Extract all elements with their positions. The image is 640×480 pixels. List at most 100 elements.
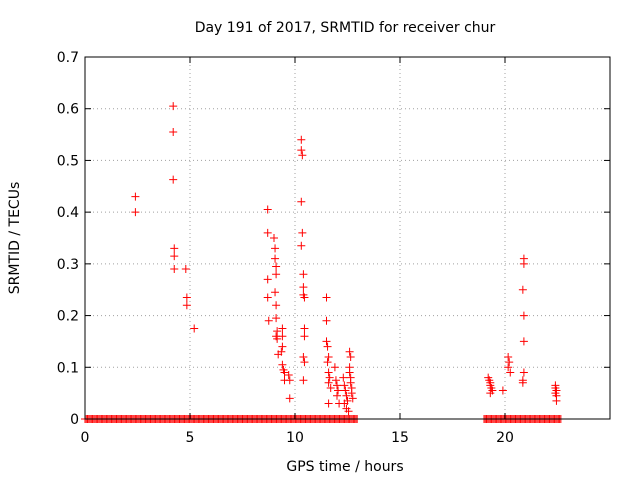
data-point	[322, 316, 331, 325]
data-point	[297, 241, 306, 250]
data-point	[519, 368, 528, 377]
data-point	[340, 399, 349, 408]
data-point	[505, 358, 514, 367]
data-point	[170, 244, 179, 253]
data-point	[299, 283, 308, 292]
data-point	[170, 265, 179, 274]
data-point	[271, 254, 280, 263]
data-point	[278, 360, 287, 369]
data-point	[519, 259, 528, 268]
data-point	[334, 386, 343, 395]
y-tick-labels: 0 0.1 0.2 0.3 0.4 0.5 0.6 0.7	[57, 50, 79, 428]
data-point	[300, 358, 309, 367]
data-point	[333, 381, 341, 390]
chart-title: Day 191 of 2017, SRMTID for receiver chu…	[195, 20, 496, 36]
data-point	[285, 376, 294, 385]
data-point	[263, 228, 272, 237]
data-point	[169, 127, 178, 136]
data-point	[271, 244, 280, 253]
data-point	[169, 175, 178, 184]
data-point	[518, 285, 527, 294]
data-point	[345, 368, 354, 377]
data-point	[506, 368, 515, 377]
data-point	[498, 386, 507, 395]
data-point	[273, 327, 282, 336]
data-point	[263, 205, 272, 214]
y-tick-label: 0.4	[57, 205, 79, 221]
data-point	[323, 342, 332, 351]
axis-ticks	[84, 56, 610, 420]
y-tick-label: 0	[70, 412, 79, 428]
y-tick-label: 0.2	[57, 309, 79, 325]
data-point	[325, 373, 334, 382]
y-tick-label: 0.7	[57, 50, 79, 66]
data-point	[285, 394, 294, 403]
data-point	[486, 389, 495, 398]
data-point	[342, 391, 351, 400]
data-point	[297, 146, 306, 155]
data-point	[326, 383, 335, 392]
data-point	[339, 373, 348, 382]
plot-frame	[84, 56, 611, 420]
data-point	[181, 265, 190, 274]
y-axis-title: SRMTID / TECUs	[7, 182, 23, 295]
data-point	[277, 347, 286, 356]
data-point	[344, 407, 353, 416]
data-point	[333, 391, 341, 400]
data-point	[299, 270, 308, 279]
data-point	[347, 389, 356, 398]
data-point	[519, 311, 528, 320]
data-point	[331, 376, 340, 385]
data-point	[278, 324, 287, 333]
x-tick-labels: 0 5 10 15 20	[81, 430, 514, 446]
data-point	[322, 293, 331, 302]
data-point	[300, 332, 309, 341]
y-tick-label: 0.6	[57, 102, 79, 118]
data-point	[272, 270, 281, 279]
data-point	[131, 208, 140, 217]
x-tick-label: 0	[81, 430, 90, 446]
data-point	[324, 378, 333, 387]
data-point	[278, 342, 287, 351]
data-points	[131, 102, 561, 416]
data-point	[169, 102, 178, 111]
data-point	[341, 386, 350, 395]
y-tick-label: 0.3	[57, 257, 79, 273]
data-point	[299, 376, 308, 385]
data-point	[278, 332, 287, 341]
data-point	[324, 399, 333, 408]
data-point	[284, 371, 293, 380]
data-point	[190, 324, 199, 333]
data-point	[346, 352, 355, 361]
data-point	[271, 288, 280, 297]
data-point	[170, 252, 179, 261]
data-point	[300, 293, 309, 302]
data-point	[131, 192, 140, 201]
data-point	[280, 368, 289, 377]
x-tick-label: 20	[496, 430, 514, 446]
data-point	[300, 324, 309, 333]
data-point	[264, 316, 273, 325]
data-point	[519, 337, 528, 346]
grid-lines	[85, 57, 610, 419]
data-point	[297, 135, 306, 144]
data-point	[348, 394, 357, 403]
data-point	[552, 396, 561, 405]
x-axis-title: GPS time / hours	[286, 459, 403, 475]
data-point	[322, 337, 331, 346]
data-point	[330, 363, 339, 372]
data-point	[297, 197, 306, 206]
data-point	[323, 358, 332, 367]
x-tick-label: 15	[391, 430, 409, 446]
data-point	[272, 301, 281, 310]
data-point	[272, 314, 281, 323]
data-point	[298, 228, 307, 237]
data-point	[263, 293, 272, 302]
data-point	[340, 381, 349, 390]
data-point	[324, 352, 333, 361]
y-tick-label: 0.5	[57, 153, 79, 169]
data-point	[270, 234, 278, 242]
data-point	[182, 301, 191, 310]
data-point	[298, 151, 307, 160]
